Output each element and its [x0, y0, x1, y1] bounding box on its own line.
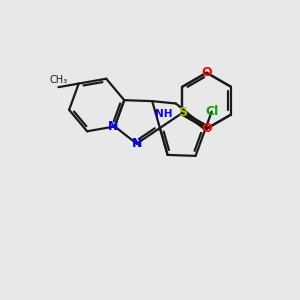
Text: S: S: [178, 106, 188, 119]
Text: O: O: [201, 122, 212, 135]
Text: Cl: Cl: [205, 105, 218, 118]
Text: NH: NH: [155, 109, 173, 119]
Text: CH₃: CH₃: [49, 75, 68, 85]
Text: N: N: [108, 120, 119, 133]
Text: O: O: [201, 66, 212, 79]
Text: N: N: [131, 137, 142, 150]
